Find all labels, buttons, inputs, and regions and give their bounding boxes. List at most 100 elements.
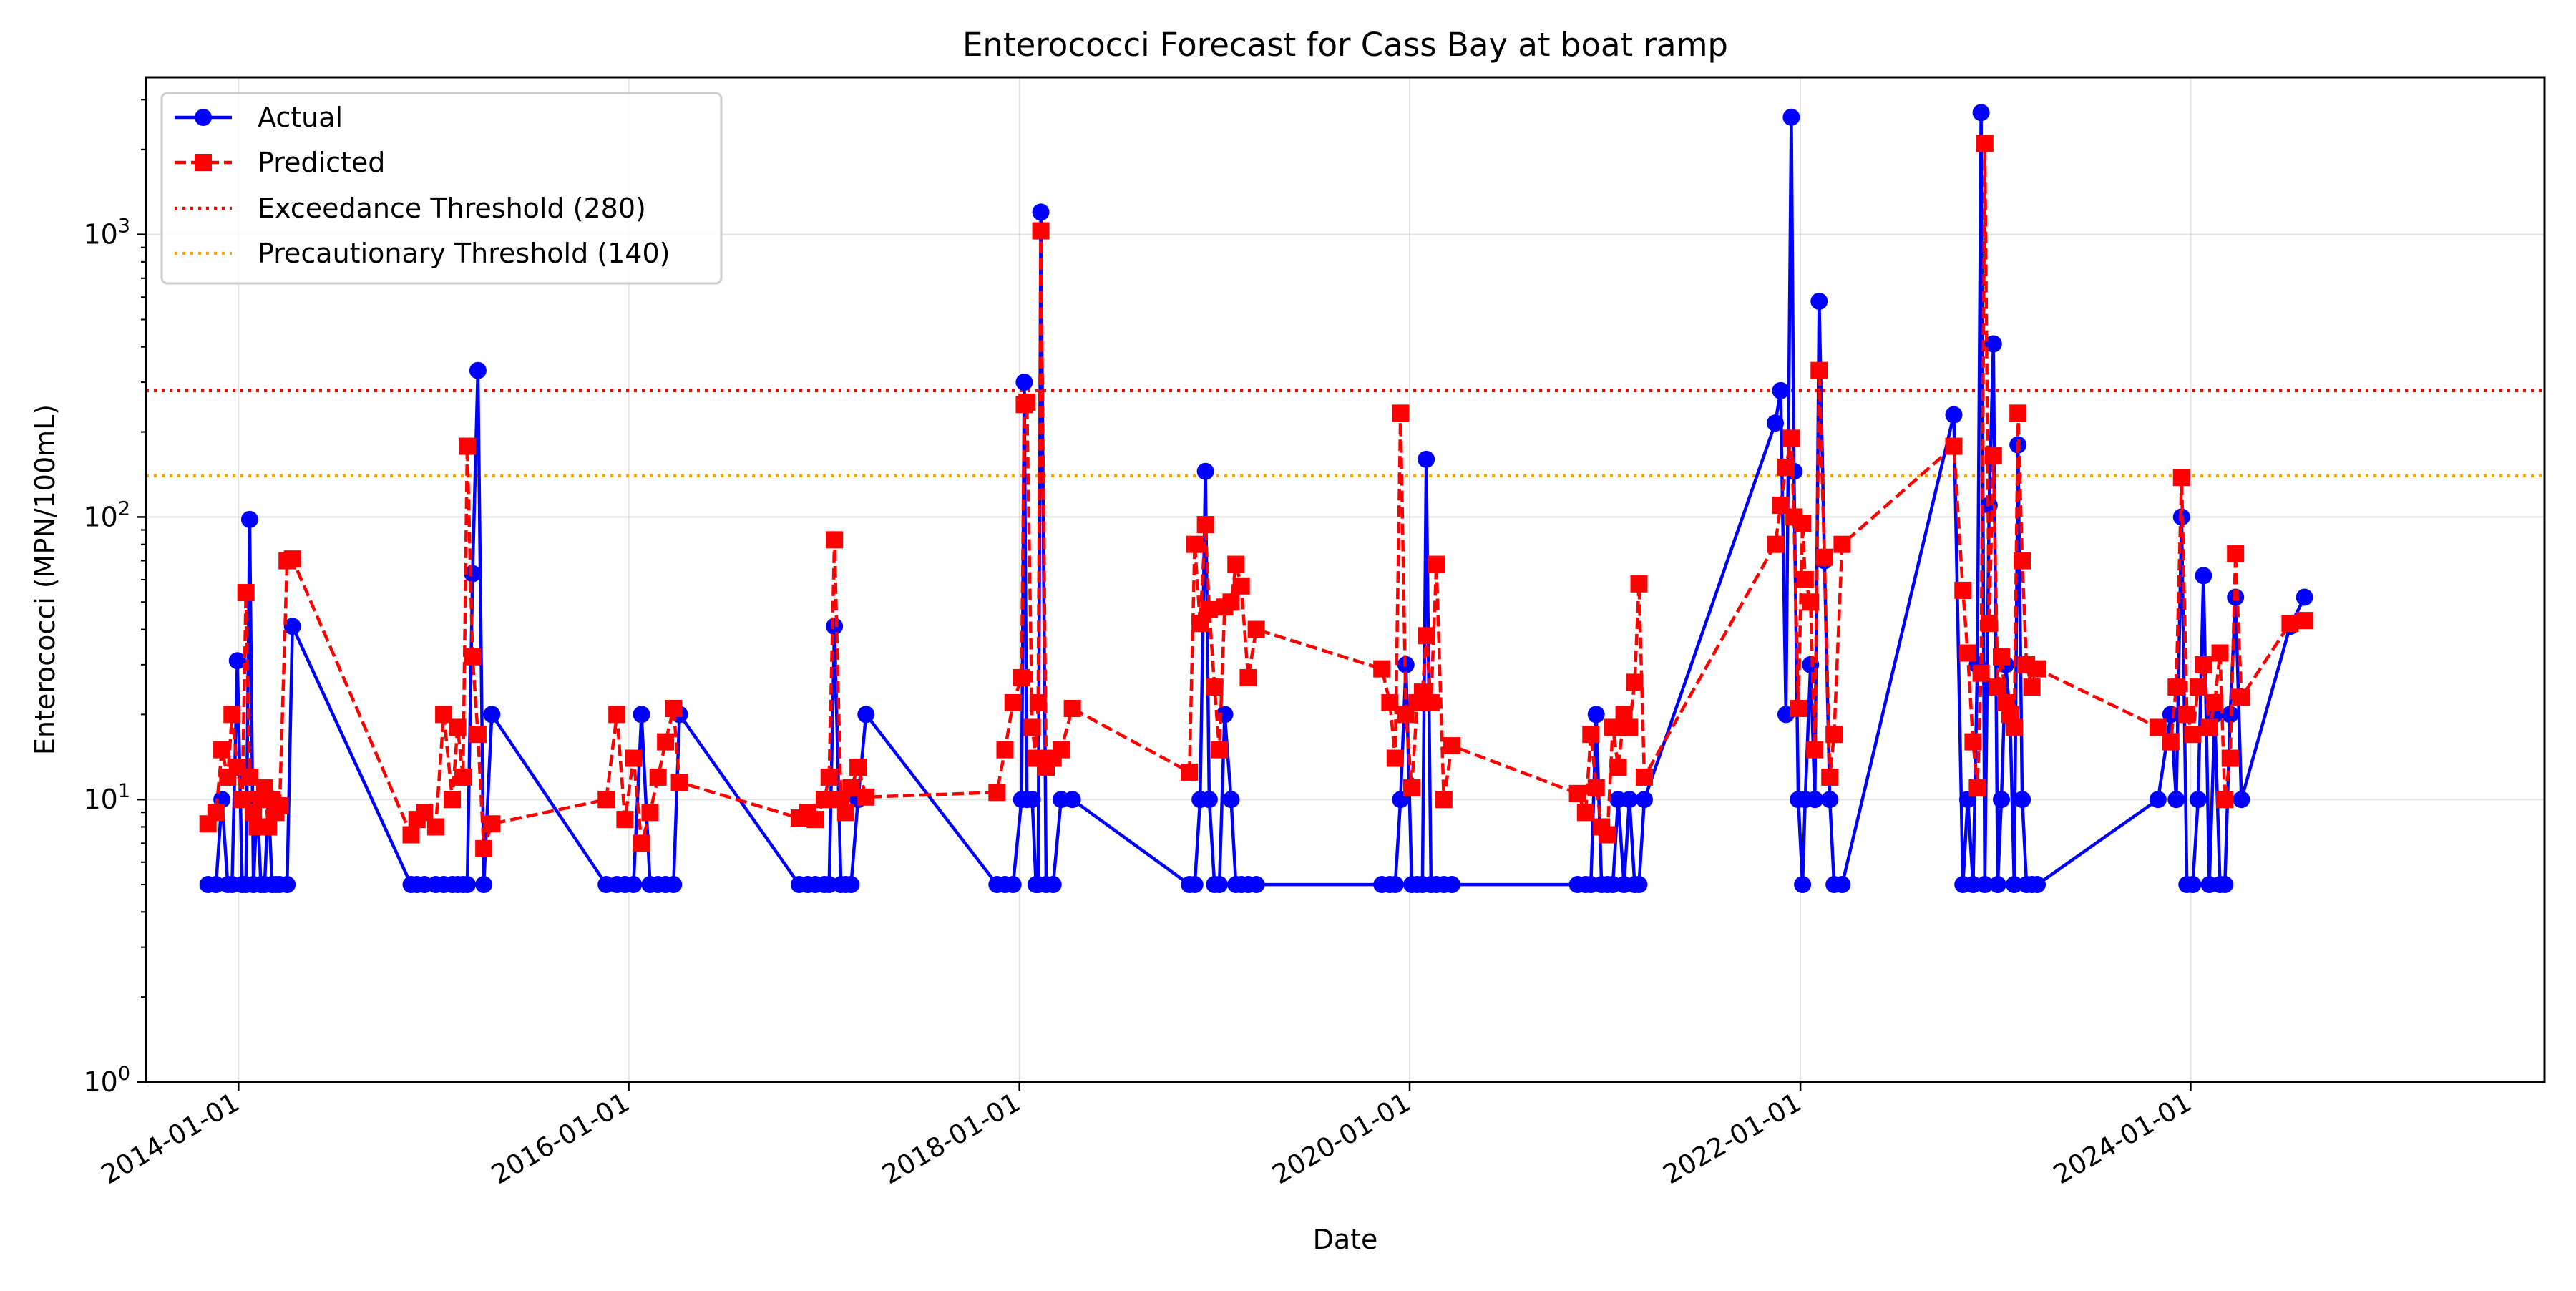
predicted-point — [1984, 447, 2002, 464]
predicted-point — [416, 804, 434, 822]
predicted-point — [1239, 668, 1257, 686]
actual-point — [483, 706, 501, 724]
actual-point — [1211, 876, 1229, 894]
actual-point — [1418, 450, 1435, 468]
predicted-point — [806, 811, 824, 829]
predicted-point — [608, 706, 626, 724]
predicted-point — [820, 768, 838, 786]
series-layer — [199, 104, 2313, 894]
actual-point — [1200, 791, 1218, 809]
actual-point — [1196, 462, 1214, 480]
actual-point — [2233, 791, 2250, 809]
predicted-point — [1004, 694, 1022, 712]
predicted-point — [1794, 515, 1812, 532]
predicted-point — [454, 768, 472, 786]
predicted-point — [1582, 726, 1600, 744]
actual-point — [1247, 876, 1265, 894]
actual-point — [1386, 876, 1404, 894]
actual-point — [1964, 876, 1982, 894]
actual-point — [1063, 791, 1081, 809]
predicted-point — [2172, 469, 2190, 487]
predicted-point — [849, 759, 867, 776]
actual-point — [2189, 791, 2207, 809]
actual-point — [1032, 203, 1050, 221]
predicted-point — [402, 826, 420, 844]
predicted-point — [2184, 726, 2202, 744]
actual-point — [283, 618, 301, 635]
actual-point — [1015, 374, 1033, 391]
predicted-point — [2296, 612, 2313, 630]
predicted-point — [1954, 581, 1972, 599]
actual-point — [1806, 791, 1824, 809]
predicted-point — [1626, 673, 1644, 691]
predicted-point — [469, 726, 487, 744]
predicted-point — [2149, 718, 2167, 736]
legend: Actual Predicted Exceedance Threshold (2… — [160, 92, 723, 285]
predicted-point — [2162, 733, 2180, 751]
actual-point — [1993, 791, 2011, 809]
legend-exceedance-label: Exceedance Threshold (280) — [258, 193, 646, 224]
predicted-point — [1796, 571, 1814, 588]
predicted-point — [2216, 791, 2234, 809]
y-tick-label: 101 — [83, 780, 130, 815]
legend-entry-exceedance: Exceedance Threshold (280) — [175, 193, 646, 224]
predicted-point — [826, 531, 844, 549]
predicted-point — [1211, 741, 1229, 759]
predicted-point — [223, 706, 241, 724]
predicted-point — [1568, 784, 1586, 802]
actual-point — [278, 876, 296, 894]
predicted-point — [1972, 664, 1990, 682]
predicted-point — [1206, 678, 1224, 696]
legend-entry-precautionary: Precautionary Threshold (140) — [175, 238, 670, 269]
predicted-point — [1392, 404, 1410, 422]
actual-point — [1810, 293, 1828, 311]
legend-predicted-label: Predicted — [258, 147, 385, 178]
predicted-point — [616, 811, 634, 829]
legend-predicted-marker — [195, 154, 212, 171]
predicted-point — [1029, 694, 1047, 712]
x-axis-label: Date — [1313, 1224, 1378, 1255]
predicted-point — [1443, 737, 1461, 755]
actual-point — [2184, 876, 2202, 894]
predicted-point — [836, 804, 854, 822]
predicted-point — [649, 768, 667, 786]
actual-point — [228, 652, 246, 670]
predicted-point — [2211, 644, 2229, 662]
predicted-point — [842, 779, 860, 796]
actual-point — [826, 618, 844, 635]
actual-point — [1004, 876, 1022, 894]
y-tick-label: 103 — [83, 215, 130, 250]
actual-point — [1630, 876, 1648, 894]
actual-point — [1587, 706, 1605, 724]
y-tick-label: 100 — [83, 1063, 130, 1098]
predicted-point — [1958, 644, 1976, 662]
predicted-point — [1576, 804, 1594, 822]
predicted-point — [1968, 779, 1986, 796]
legend-box — [160, 92, 723, 285]
predicted-point — [1630, 575, 1648, 593]
predicted-point — [2281, 615, 2299, 633]
predicted-point — [2221, 749, 2239, 767]
predicted-point — [1428, 555, 1445, 573]
actual-point — [469, 361, 487, 379]
actual-point — [1635, 791, 1653, 809]
predicted-point — [1810, 361, 1828, 379]
predicted-point — [597, 791, 615, 809]
predicted-point — [1181, 763, 1199, 781]
predicted-point — [996, 741, 1014, 759]
predicted-point — [1435, 791, 1453, 809]
predicted-point — [665, 699, 683, 717]
predicted-point — [475, 839, 493, 857]
predicted-point — [444, 791, 462, 809]
predicted-point — [1833, 535, 1851, 553]
predicted-point — [2167, 678, 2185, 696]
predicted-point — [1621, 718, 1639, 736]
predicted-point — [1821, 768, 1839, 786]
predicted-point — [1635, 768, 1653, 786]
predicted-point — [426, 818, 444, 836]
predicted-point — [449, 718, 467, 736]
predicted-point — [625, 749, 643, 767]
predicted-point — [1023, 718, 1041, 736]
predicted-point — [213, 741, 231, 759]
